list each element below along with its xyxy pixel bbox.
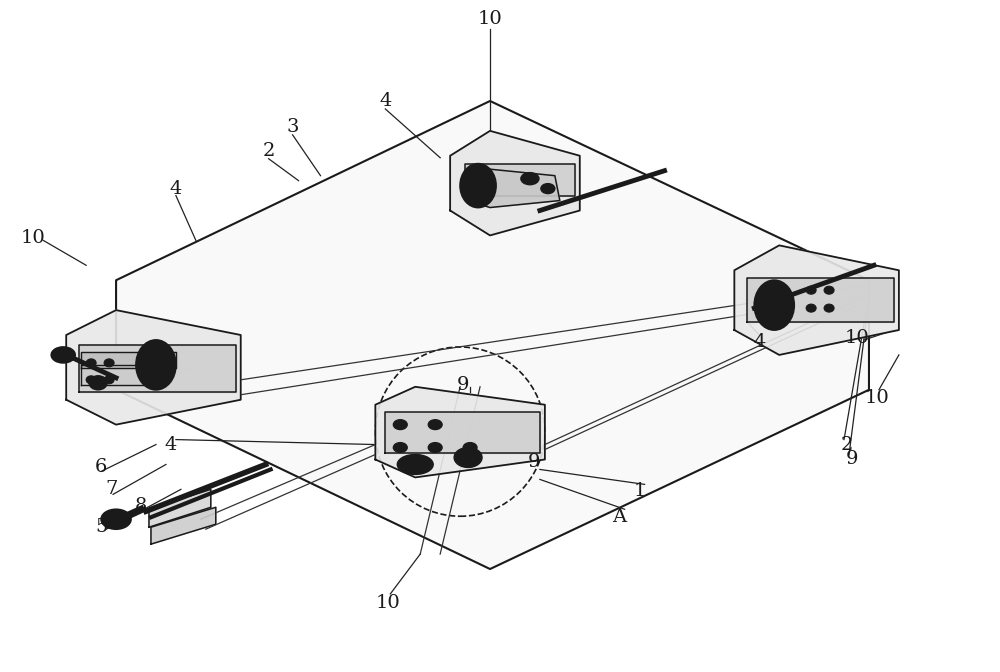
Polygon shape [375,387,545,477]
Text: 5: 5 [95,518,107,536]
Ellipse shape [393,443,407,452]
Text: 10: 10 [865,388,889,407]
Ellipse shape [104,359,114,367]
Ellipse shape [51,347,75,363]
Text: 4: 4 [753,333,765,351]
Text: 3: 3 [765,313,777,331]
Ellipse shape [454,448,482,468]
Text: 10: 10 [478,10,502,28]
Ellipse shape [541,183,555,194]
Text: 9: 9 [457,376,469,394]
Polygon shape [81,352,176,368]
Ellipse shape [428,443,442,452]
Ellipse shape [824,286,834,294]
Polygon shape [465,164,575,196]
Text: 9: 9 [846,450,858,468]
Ellipse shape [86,376,96,384]
Ellipse shape [397,454,433,474]
Ellipse shape [521,173,539,185]
Ellipse shape [765,305,783,319]
Ellipse shape [754,280,794,330]
Ellipse shape [86,359,96,367]
Text: 5: 5 [153,369,165,387]
Ellipse shape [89,376,107,390]
Ellipse shape [760,296,788,314]
Text: A: A [613,508,627,526]
Ellipse shape [428,419,442,429]
Polygon shape [385,412,540,452]
Text: 3: 3 [286,118,299,136]
Ellipse shape [142,346,170,364]
Text: 4: 4 [170,179,182,198]
Polygon shape [81,365,156,385]
Ellipse shape [101,509,131,529]
Polygon shape [450,131,580,235]
Text: 6: 6 [95,458,107,476]
Polygon shape [149,489,211,528]
Text: 10: 10 [21,229,46,247]
Polygon shape [734,245,899,355]
Ellipse shape [136,340,176,390]
Polygon shape [747,278,894,322]
Text: 8: 8 [135,497,147,515]
Polygon shape [116,101,869,569]
Text: 2: 2 [262,142,275,160]
Text: 7: 7 [105,480,117,499]
Polygon shape [79,345,236,392]
Text: 10: 10 [376,594,401,612]
Text: 4: 4 [379,92,392,110]
Polygon shape [468,169,560,208]
Ellipse shape [104,376,114,384]
Ellipse shape [806,304,816,312]
Ellipse shape [463,443,477,452]
Ellipse shape [393,419,407,429]
Polygon shape [151,507,216,544]
Text: 4: 4 [165,435,177,454]
Ellipse shape [824,304,834,312]
Text: 9: 9 [528,454,540,472]
Polygon shape [66,310,241,425]
Ellipse shape [806,286,816,294]
Text: 1: 1 [633,482,646,501]
Text: 2: 2 [841,435,853,454]
Text: 10: 10 [845,329,869,347]
Ellipse shape [460,164,496,208]
